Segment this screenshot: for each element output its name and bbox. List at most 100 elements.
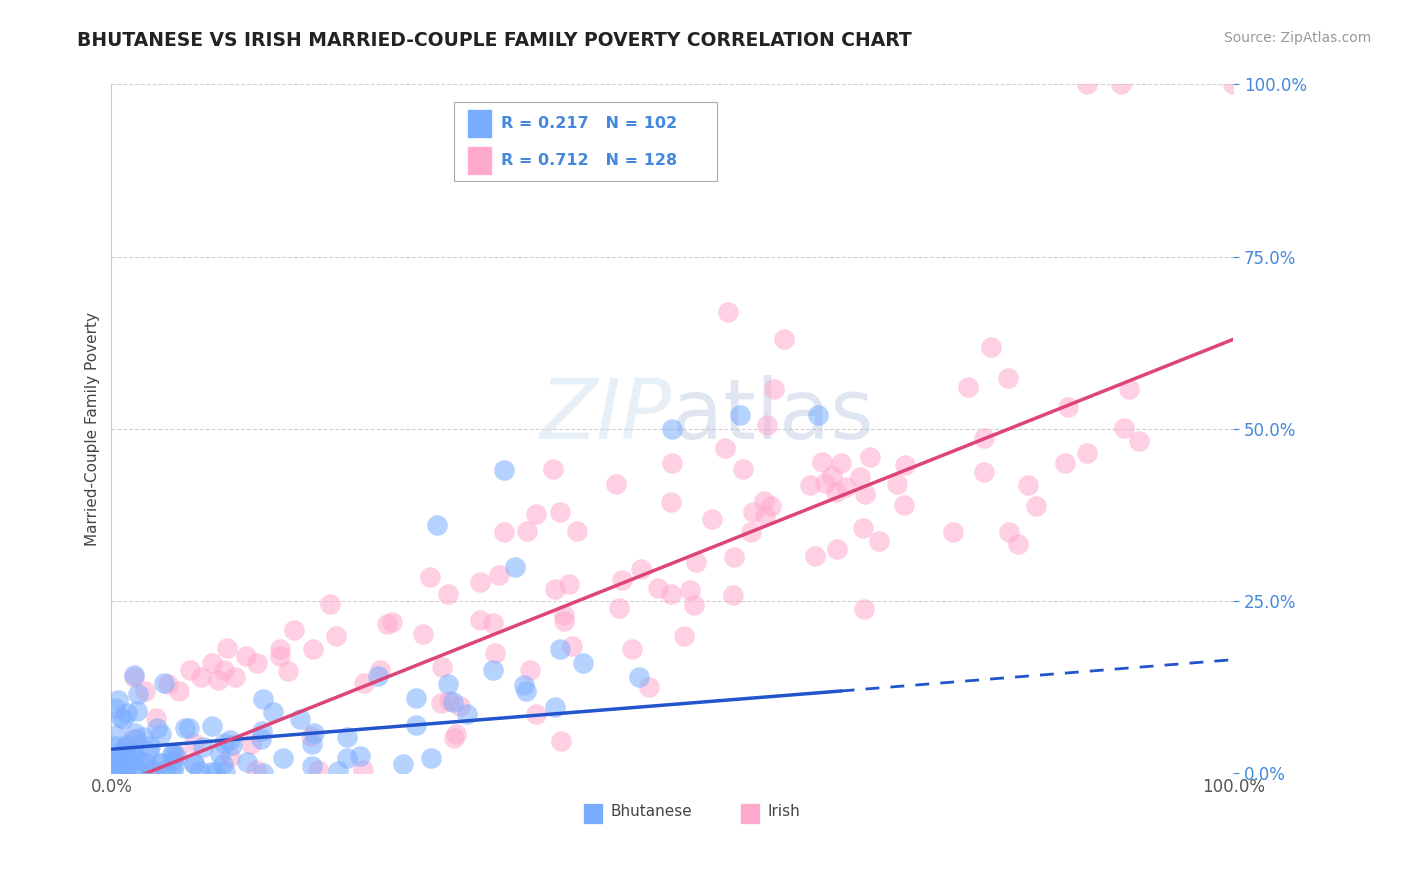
Point xyxy=(412,627,434,641)
Point xyxy=(139,739,162,753)
Point xyxy=(1222,78,1244,92)
Point xyxy=(543,699,565,714)
Point xyxy=(456,706,478,721)
Point xyxy=(122,731,145,746)
Point xyxy=(852,521,875,535)
Point xyxy=(101,756,124,770)
Point xyxy=(886,477,908,491)
Point xyxy=(550,733,572,747)
Point xyxy=(125,731,148,746)
Text: R = 0.217   N = 102: R = 0.217 N = 102 xyxy=(501,116,676,131)
Point xyxy=(307,763,329,777)
Point xyxy=(1053,456,1076,470)
Point xyxy=(269,642,291,657)
Point xyxy=(426,518,449,533)
Point xyxy=(821,468,844,483)
Point xyxy=(700,512,723,526)
Point xyxy=(302,642,325,657)
Point xyxy=(103,755,125,769)
Point xyxy=(731,462,754,476)
Point xyxy=(605,477,627,491)
Point xyxy=(741,505,763,519)
Text: BHUTANESE VS IRISH MARRIED-COUPLE FAMILY POVERTY CORRELATION CHART: BHUTANESE VS IRISH MARRIED-COUPLE FAMILY… xyxy=(77,31,912,50)
Point xyxy=(139,763,162,777)
Point xyxy=(162,747,184,761)
Point xyxy=(759,500,782,514)
Point xyxy=(149,756,172,770)
Point xyxy=(488,567,510,582)
Point xyxy=(219,732,242,747)
Point xyxy=(201,656,224,670)
Point xyxy=(659,587,682,601)
Point xyxy=(183,737,205,751)
Point xyxy=(659,495,682,509)
Point xyxy=(105,756,128,771)
Text: Bhutanese: Bhutanese xyxy=(610,804,692,819)
Point xyxy=(957,380,980,394)
Point xyxy=(153,763,176,777)
Point xyxy=(859,450,882,465)
Point xyxy=(444,726,467,740)
Point xyxy=(352,763,374,777)
Point xyxy=(661,456,683,470)
Point xyxy=(245,763,267,777)
Point xyxy=(392,757,415,772)
Y-axis label: Married-Couple Family Poverty: Married-Couple Family Poverty xyxy=(86,312,100,546)
Point xyxy=(853,602,876,616)
Point xyxy=(252,691,274,706)
Point xyxy=(609,601,631,615)
Point xyxy=(122,670,145,684)
Point xyxy=(166,747,188,762)
Point xyxy=(740,524,762,539)
Text: R = 0.712   N = 128: R = 0.712 N = 128 xyxy=(501,153,676,168)
Point xyxy=(565,524,588,538)
Point xyxy=(515,683,537,698)
Point xyxy=(114,759,136,773)
Point xyxy=(224,670,246,684)
Point xyxy=(236,756,259,770)
Point xyxy=(524,706,547,721)
Point xyxy=(685,556,707,570)
Point xyxy=(127,688,149,702)
Point xyxy=(524,507,547,521)
Point xyxy=(980,340,1002,354)
Bar xyxy=(467,109,492,138)
Point xyxy=(249,732,271,747)
Point xyxy=(215,641,238,656)
Point xyxy=(728,408,751,422)
Point xyxy=(647,581,669,595)
Point xyxy=(336,731,359,745)
Point xyxy=(183,757,205,772)
Point xyxy=(145,711,167,725)
Point xyxy=(799,478,821,492)
Point xyxy=(621,642,644,657)
Point xyxy=(717,305,740,319)
Point xyxy=(111,763,134,777)
Point xyxy=(252,765,274,780)
Point xyxy=(132,731,155,745)
Point xyxy=(754,509,776,524)
Point xyxy=(149,756,172,770)
Text: Source: ZipAtlas.com: Source: ZipAtlas.com xyxy=(1223,31,1371,45)
Point xyxy=(834,480,856,494)
Point xyxy=(214,736,236,750)
Point xyxy=(117,706,139,721)
Point xyxy=(108,710,131,724)
Point xyxy=(160,747,183,761)
Point xyxy=(114,763,136,777)
Point xyxy=(111,758,134,772)
Point xyxy=(437,587,460,601)
Point xyxy=(544,582,567,596)
Point xyxy=(682,598,704,612)
Point xyxy=(437,677,460,691)
Point xyxy=(214,764,236,779)
Point xyxy=(201,719,224,733)
Point xyxy=(1076,78,1098,92)
Point xyxy=(207,673,229,687)
Point xyxy=(211,756,233,771)
Point xyxy=(814,476,837,491)
Point xyxy=(325,629,347,643)
Point xyxy=(714,442,737,456)
Bar xyxy=(740,803,759,823)
Point xyxy=(723,550,745,565)
